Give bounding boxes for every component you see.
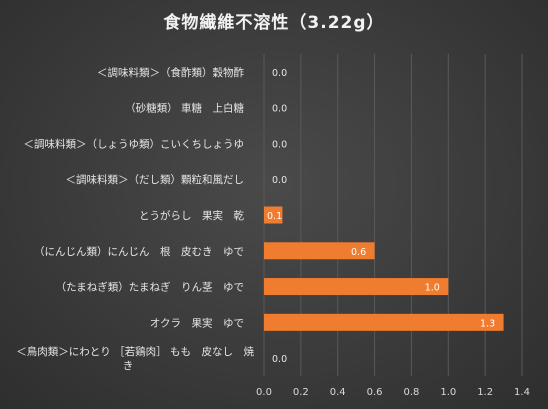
bar	[264, 313, 504, 331]
bar-layer	[264, 206, 504, 331]
category-label: ＜調味料類＞（しょうゆ類）こいくちしょうゆ	[24, 137, 245, 150]
data-label: 0.0	[272, 68, 287, 79]
category-label: （砂糖類） 車糖 上白糖	[125, 102, 244, 115]
chart-title: 食物繊維不溶性（3.22g）	[163, 13, 385, 33]
category-label: （たまねぎ類）たまねぎ りん茎 ゆで	[56, 281, 244, 294]
bar	[264, 206, 283, 224]
x-tick-label: 0.6	[367, 387, 383, 398]
bar	[264, 278, 449, 296]
x-tick-label: 1.2	[477, 387, 493, 398]
data-label: 0.0	[272, 104, 287, 115]
data-label: 1.3	[480, 318, 495, 329]
x-tick-label: 1.0	[440, 387, 456, 398]
category-label: ＜調味料類＞（食酢類）穀物酢	[97, 66, 244, 79]
x-tick-label: 0.2	[293, 387, 309, 398]
data-label: 0.1	[267, 211, 282, 222]
category-label: ＜調味料類＞（だし類）顆粒和風だし	[66, 173, 245, 186]
category-label: とうがらし 果実 乾	[139, 209, 244, 222]
label-layer: 0.0 0.2 0.4 0.6 0.8 1.0 1.2 1.4 ＜調味料類＞（食酢類）穀物酢 0.…	[16, 66, 530, 398]
x-tick-label: 0.4	[330, 387, 346, 398]
data-label: 0.0	[272, 139, 287, 150]
data-label: 1.0	[425, 283, 440, 294]
category-label: （にんじん類）にんじん 根 皮むき ゆで	[34, 245, 244, 258]
category-label: ＜鳥肉類＞にわとり ［若鶏肉］ もも 皮なし 焼き	[16, 345, 254, 372]
bar	[264, 242, 375, 260]
category-label: オクラ 果実 ゆで	[150, 316, 244, 329]
data-label: 0.0	[272, 354, 287, 365]
data-label: 0.0	[272, 175, 287, 186]
x-tick-label: 0.8	[403, 387, 419, 398]
data-label: 0.6	[351, 247, 366, 258]
x-tick-label: 1.4	[514, 387, 530, 398]
x-tick-label: 0.0	[256, 387, 272, 398]
